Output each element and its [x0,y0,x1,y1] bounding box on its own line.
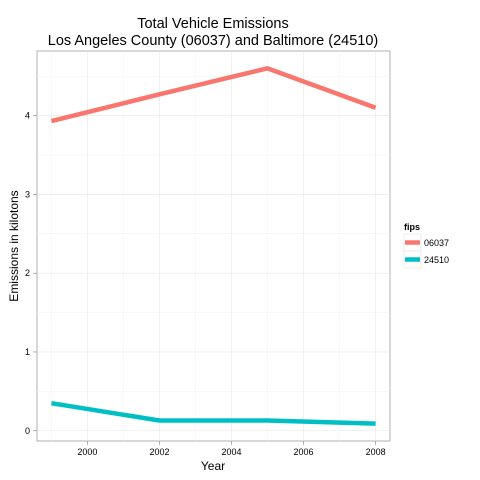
chart-title-line-1: Total Vehicle Emissions [137,16,289,32]
chart-title-line-2: Los Angeles County (06037) and Baltimore… [48,33,378,49]
x-tick-label: 2000 [77,447,97,457]
series-lines [50,66,377,426]
y-axis-title: Emissions in kilotons [7,190,21,301]
plot-panel [36,50,391,442]
x-axis-ticks: 2000 2002 2004 2006 2008 [77,441,386,457]
legend-items: 06037 24510 [403,233,449,269]
x-tick-label: 2008 [366,447,386,457]
series-line-06037 [50,66,377,124]
series-line-24510 [51,400,376,426]
y-axis-ticks: 0 1 2 3 4 [25,111,37,436]
y-tick-label: 4 [25,111,30,121]
x-tick-label: 2004 [221,447,241,457]
y-tick-label: 2 [25,268,30,278]
grid [37,51,390,441]
legend-label-06037: 06037 [424,238,449,248]
legend-label-24510: 24510 [424,255,449,265]
legend: fips 06037 24510 [403,222,449,269]
legend-title: fips [404,222,420,232]
y-tick-label: 1 [25,347,30,357]
x-tick-label: 2002 [149,447,169,457]
x-tick-label: 2006 [294,447,314,457]
y-tick-label: 3 [25,189,30,199]
y-tick-label: 0 [25,426,30,436]
x-axis-title: Year [201,459,225,473]
